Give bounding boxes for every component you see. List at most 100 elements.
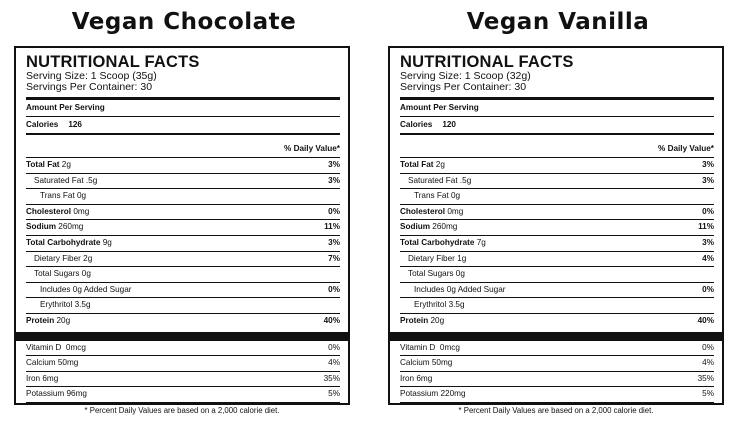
nutrient-name: Saturated Fat .5g: [26, 174, 97, 189]
mineral-name: Calcium 50mg: [26, 358, 79, 368]
serving-size: Serving Size: 1 Scoop (32g): [400, 70, 531, 82]
thick-black-bar: [390, 331, 722, 341]
nutrient-name: Dietary Fiber 1g: [400, 252, 466, 267]
nutrient-row: Total Fat 2g 3%: [400, 158, 714, 174]
mineral-name: Iron 6mg: [26, 373, 59, 383]
mineral-name: Iron 6mg: [400, 373, 433, 383]
nutrient-row: Dietary Fiber 2g 7%: [26, 252, 340, 268]
nutrient-amount: 7g: [474, 237, 486, 247]
nutrient-name-bold: Cholesterol: [26, 206, 72, 216]
nutrient-amount: 20g: [428, 315, 445, 325]
mineral-daily-value: 0%: [702, 342, 714, 352]
nutrient-row: Sodium 260mg 11%: [26, 220, 340, 236]
nutrient-amount: Saturated Fat .5g: [34, 175, 98, 185]
nutrient-name: Total Carbohydrate 9g: [26, 236, 112, 251]
nutrient-name: Cholesterol 0mg: [26, 205, 89, 220]
nutrient-amount: 260mg: [56, 222, 84, 232]
nutrient-row: Total Carbohydrate 7g 3%: [400, 236, 714, 252]
mineral-rows: Vitamin D 0mcg 0% Calcium 50mg 4% Iron 6mg 35…: [400, 341, 714, 403]
amount-per-serving: Amount Per Serving: [26, 100, 340, 117]
nutrient-amount: 20g: [54, 315, 71, 325]
daily-value-header: % Daily Value*: [400, 135, 714, 158]
nutrient-name: Saturated Fat .5g: [400, 174, 471, 189]
nutrient-daily-value: 7%: [328, 253, 340, 263]
nutrient-daily-value: 3%: [702, 175, 714, 185]
nutrient-name: Sodium 260mg: [400, 220, 457, 235]
nutrient-row: Erythritol 3.5g: [26, 298, 340, 314]
mineral-row: Calcium 50mg 4%: [400, 356, 714, 372]
mineral-row: Potassium 96mg 5%: [26, 387, 340, 403]
nutrition-label: NUTRITIONAL FACTS Serving Size: 1 Scoop …: [388, 46, 724, 415]
nutrient-row: Cholesterol 0mg 0%: [400, 205, 714, 221]
mineral-row: Iron 6mg 35%: [400, 372, 714, 388]
nutrition-label: NUTRITIONAL FACTS Serving Size: 1 Scoop …: [14, 46, 350, 415]
nutrient-amount: 2g: [433, 160, 445, 169]
nutrient-amount: 0mg: [71, 206, 90, 216]
serving-size: Serving Size: 1 Scoop (35g): [26, 70, 157, 82]
thick-black-bar: [16, 331, 348, 341]
nutrient-name: Total Sugars 0g: [26, 267, 91, 282]
footnote: * Percent Daily Values are based on a 2,…: [390, 402, 722, 418]
nutrient-amount: Dietary Fiber 2g: [34, 253, 93, 263]
thick-divider: [400, 97, 714, 100]
mineral-row: Potassium 220mg 5%: [400, 387, 714, 403]
nutrient-row: Includes 0g Added Sugar 0%: [400, 283, 714, 299]
nutrient-row: Saturated Fat .5g 3%: [400, 174, 714, 190]
servings-per-container: Servings Per Container: 30: [400, 81, 527, 93]
nutrient-name-bold: Total Fat: [400, 160, 434, 169]
nutrient-name: Total Fat 2g: [400, 158, 445, 173]
nutrient-amount: Total Sugars 0g: [34, 269, 91, 279]
nutrient-amount: Dietary Fiber 1g: [408, 253, 467, 263]
nutrient-daily-value: 3%: [702, 237, 714, 247]
nutrient-amount: Includes 0g Added Sugar: [414, 284, 506, 294]
product-title: Vegan Chocolate: [71, 9, 297, 35]
mineral-rows: Vitamin D 0mcg 0% Calcium 50mg 4% Iron 6mg 35…: [26, 341, 340, 403]
nutrient-name-bold: Sodium: [400, 222, 431, 232]
mineral-name: Potassium 220mg: [400, 389, 466, 399]
mineral-daily-value: 4%: [702, 358, 714, 368]
amount-per-serving: Amount Per Serving: [400, 100, 714, 117]
nutrient-daily-value: 3%: [328, 175, 340, 185]
mineral-name: Vitamin D 0mcg: [400, 342, 460, 352]
nutrient-name-bold: Protein: [26, 315, 55, 325]
nutrient-rows: Total Fat 2g 3% Saturated Fat .5g 3% Trans F…: [26, 158, 340, 329]
calories-row: Calories 120: [400, 117, 714, 135]
nutrient-name: Trans Fat 0g: [26, 189, 86, 204]
nutrient-daily-value: 0%: [328, 284, 340, 294]
nutrient-name: Total Sugars 0g: [400, 267, 465, 282]
calories-row: Calories 126: [26, 117, 340, 135]
nutrient-amount: Total Sugars 0g: [408, 269, 465, 279]
nutrient-row: Saturated Fat .5g 3%: [26, 174, 340, 190]
nutrient-amount: Includes 0g Added Sugar: [40, 284, 132, 294]
mineral-name: Vitamin D 0mcg: [26, 342, 86, 352]
nutrient-name: Erythritol 3.5g: [26, 298, 91, 313]
calories-label: Calories: [400, 120, 433, 129]
product-column-vanilla: Vegan Vanilla NUTRITIONAL FACTS Serving …: [388, 0, 728, 415]
nutrient-name: Includes 0g Added Sugar: [26, 283, 132, 298]
nutrient-daily-value: 11%: [324, 222, 340, 232]
nutrition-facts-title: NUTRITIONAL FACTS: [400, 53, 574, 71]
mineral-daily-value: 4%: [328, 358, 340, 368]
nutrient-daily-value: 40%: [697, 315, 714, 325]
nutrient-row: Total Carbohydrate 9g 3%: [26, 236, 340, 252]
nutrient-amount: Trans Fat 0g: [40, 191, 87, 201]
mineral-name: Calcium 50mg: [400, 358, 453, 368]
nutrient-daily-value: 0%: [328, 206, 340, 216]
nutrient-rows: Total Fat 2g 3% Saturated Fat .5g 3% Trans F…: [400, 158, 714, 329]
nutrient-row: Sodium 260mg 11%: [400, 220, 714, 236]
mineral-daily-value: 35%: [323, 373, 340, 383]
mineral-row: Iron 6mg 35%: [26, 372, 340, 388]
daily-value-header: % Daily Value*: [26, 135, 340, 158]
nutrient-row: Protein 20g 40%: [26, 314, 340, 329]
nutrient-name: Protein 20g: [26, 314, 70, 329]
product-title: Vegan Vanilla: [466, 9, 650, 35]
nutrient-daily-value: 40%: [323, 315, 340, 325]
nutrient-name-bold: Sodium: [26, 222, 57, 232]
mineral-daily-value: 0%: [328, 342, 340, 352]
nutrient-daily-value: 3%: [328, 160, 340, 169]
nutrient-name-bold: Cholesterol: [400, 206, 446, 216]
nutrient-row: Total Sugars 0g: [400, 267, 714, 283]
nutrient-row: Cholesterol 0mg 0%: [26, 205, 340, 221]
product-column-chocolate: Vegan Chocolate NUTRITIONAL FACTS Servin…: [14, 0, 354, 415]
nutrient-amount: Erythritol 3.5g: [414, 300, 465, 310]
